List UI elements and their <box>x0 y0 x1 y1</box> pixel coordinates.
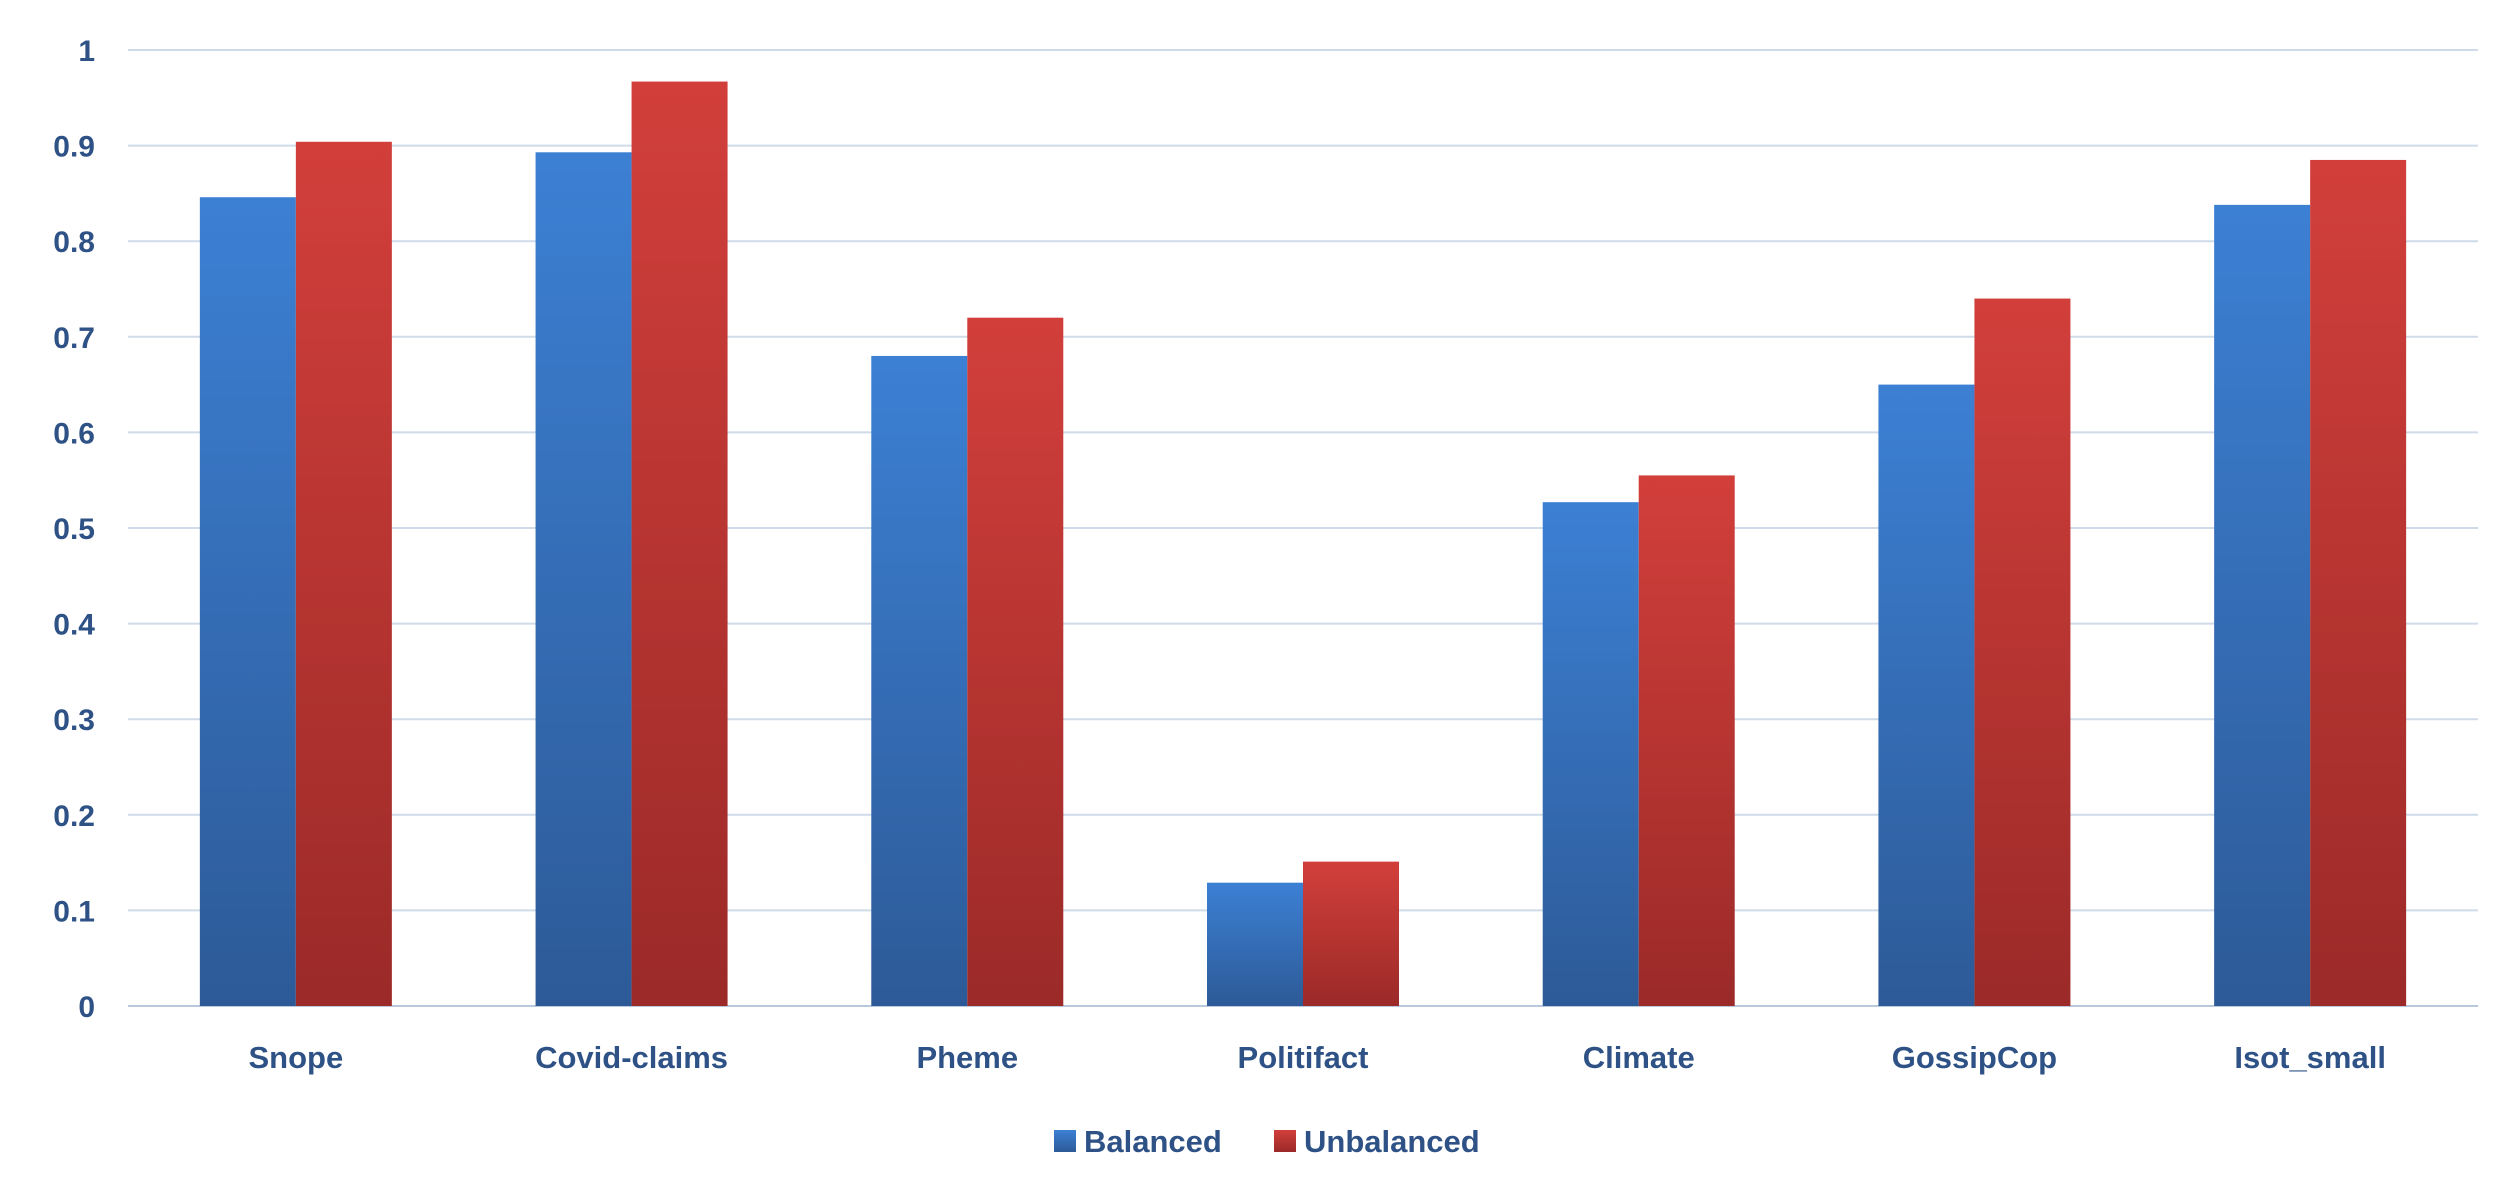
y-tick-label: 0.4 <box>53 609 95 642</box>
grid-lines <box>128 49 2478 1007</box>
legend-label-unbalanced: Unbalanced <box>1304 1124 1480 1159</box>
bar-balanced-gossipcop <box>1878 384 1975 1007</box>
y-tick-label: 0.9 <box>53 131 95 164</box>
y-tick-label: 1 <box>78 35 95 68</box>
x-axis-category-labels: Snope Covid-claims Pheme Politifact Climate G… <box>248 1040 2385 1075</box>
legend-swatch-balanced <box>1054 1130 1076 1152</box>
y-tick-label: 0.3 <box>53 704 95 737</box>
x-category-label: Politifact <box>1238 1040 1369 1075</box>
bars <box>199 81 2407 1007</box>
bar-unbalanced-snope <box>295 141 392 1006</box>
bar-balanced-pheme <box>871 355 968 1006</box>
x-category-label: Pheme <box>916 1040 1018 1075</box>
y-tick-label: 0 <box>78 991 95 1024</box>
x-category-label: GossipCop <box>1892 1040 2057 1075</box>
bar-unbalanced-politifact <box>1303 861 1399 1006</box>
y-tick-label: 0.2 <box>53 800 95 833</box>
y-tick-label: 0.5 <box>53 513 95 546</box>
bar-balanced-snope <box>199 197 296 1006</box>
legend: Balanced Unbalanced <box>1054 1124 1480 1159</box>
x-category-label: Snope <box>248 1040 343 1075</box>
bar-unbalanced-isot_small <box>2310 159 2407 1006</box>
y-axis-tick-labels: 0 0.1 0.2 0.3 0.4 0.5 0.6 0.7 0.8 0.9 1 <box>53 35 95 1024</box>
legend-swatch-unbalanced <box>1274 1130 1296 1152</box>
bar-unbalanced-pheme <box>967 317 1064 1006</box>
y-tick-label: 0.1 <box>53 895 95 928</box>
bar-unbalanced-climate <box>1638 475 1735 1006</box>
bar-balanced-covid-claims <box>535 152 632 1007</box>
bar-balanced-isot_small <box>2214 204 2311 1006</box>
x-category-label: Climate <box>1583 1040 1695 1075</box>
x-category-label: Covid-claims <box>535 1040 728 1075</box>
bar-balanced-politifact <box>1207 882 1303 1006</box>
y-tick-label: 0.8 <box>53 226 95 259</box>
bar-balanced-climate <box>1542 502 1639 1006</box>
bar-unbalanced-covid-claims <box>631 81 728 1007</box>
bar-unbalanced-gossipcop <box>1974 298 2071 1006</box>
y-tick-label: 0.6 <box>53 417 95 450</box>
legend-label-balanced: Balanced <box>1084 1124 1222 1159</box>
y-tick-label: 0.7 <box>53 322 95 355</box>
x-category-label: Isot_small <box>2234 1040 2386 1075</box>
